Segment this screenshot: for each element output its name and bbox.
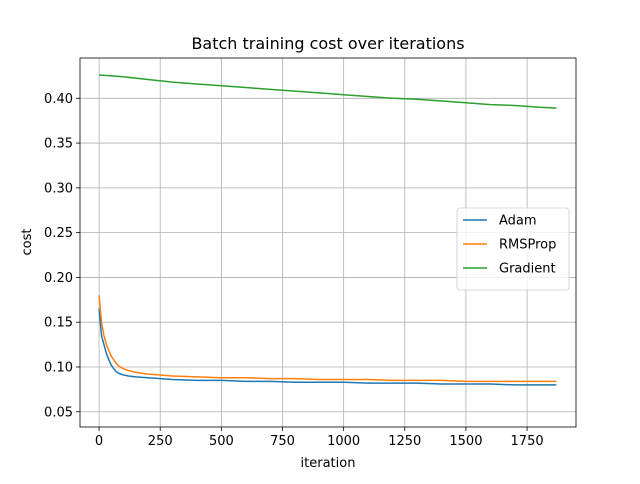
plot-frame [79,57,577,428]
y-tick-label: 0.40 [44,92,73,107]
y-axis-label: cost [20,229,35,256]
y-tick-label: 0.05 [44,405,73,420]
x-tick-label: 500 [209,434,234,449]
grid [80,58,576,427]
legend-label: Adam [499,214,537,229]
x-axis-label: iteration [301,456,356,471]
x-tick-label: 1500 [449,434,482,449]
series-line-adam [98,308,557,386]
y-tick-label: 0.10 [44,360,73,375]
x-tick-label: 1750 [511,434,544,449]
series-layer [98,74,557,386]
y-tick-label: 0.25 [44,226,73,241]
series-line-rmsprop [98,295,557,383]
x-tick-label: 750 [270,434,295,449]
x-tick-label: 250 [148,434,173,449]
x-tick-label: 0 [95,434,103,449]
y-tick-label: 0.20 [44,271,73,286]
legend-box [456,207,570,291]
x-axis-ticks: 0 250 500 750 1000 1250 1500 1750 [95,427,544,449]
series-line-gradient [99,74,557,109]
legend-label: RMSProp [499,238,556,253]
y-tick-label: 0.35 [44,137,73,152]
legend: Adam RMSProp Gradient [456,207,570,291]
legend-label: Gradient [499,262,556,277]
chart-title: Batch training cost over iterations [191,34,464,53]
x-tick-label: 1000 [327,434,360,449]
y-axis-ticks: 0.05 0.10 0.15 0.20 0.25 0.30 0.35 0.40 [44,92,80,420]
y-tick-label: 0.30 [44,181,73,196]
y-tick-label: 0.15 [44,316,73,331]
x-tick-label: 1250 [388,434,421,449]
